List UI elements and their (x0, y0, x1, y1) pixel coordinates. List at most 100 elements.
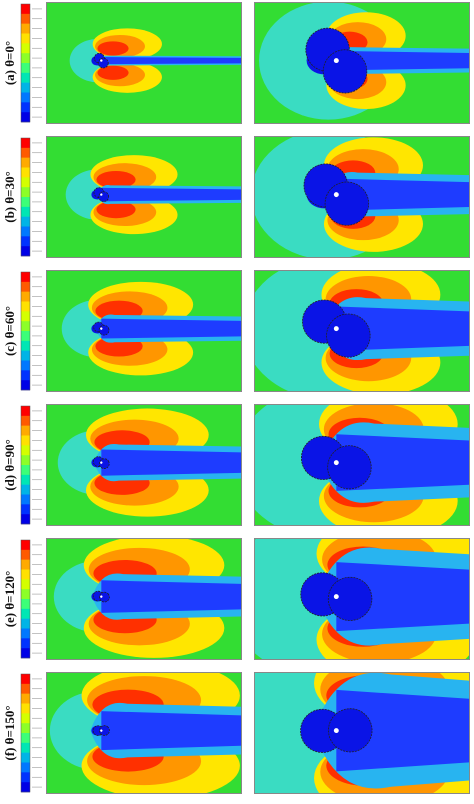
colorbar-swatch (21, 415, 30, 426)
full-field-contour (46, 136, 242, 258)
body-group (302, 299, 371, 358)
zoomed-field-contour (254, 404, 470, 526)
rotor-circle (326, 313, 371, 358)
colorbar-swatch (21, 138, 30, 149)
colorbar-swatch (21, 246, 30, 257)
panel-label: (d) θ=90° (0, 402, 20, 528)
colorbar-swatch (21, 112, 30, 123)
colorbar-swatch (21, 157, 30, 168)
zoomed-field-contour (254, 672, 470, 794)
colorbar-swatch (21, 713, 30, 724)
rotor-center (333, 192, 339, 198)
zoomed-field-contour (254, 538, 470, 660)
colorbar-swatch (21, 206, 30, 217)
colorbar-swatch (21, 380, 30, 391)
wake-core (336, 562, 469, 632)
colorbar-swatch (21, 272, 30, 283)
colorbar-swatch (21, 579, 30, 590)
panel-label: (a) θ=0° (0, 0, 20, 126)
wake-core (101, 57, 241, 65)
colorbar-swatch (21, 72, 30, 83)
colorbar-swatch (21, 236, 30, 247)
panel-label-text: (c) θ=60° (2, 305, 17, 357)
colorbar-swatch (21, 435, 30, 446)
colorbar-swatch (21, 618, 30, 629)
colorbar-swatch (21, 504, 30, 515)
colorbar-swatch (21, 569, 30, 580)
colorbar-swatch (21, 674, 30, 685)
colorbar-swatch (21, 33, 30, 44)
colorbar-swatch (21, 187, 30, 198)
colorbar-swatch (21, 589, 30, 600)
colorbar-swatch (21, 281, 30, 292)
panel-label-text: (b) θ=30° (2, 171, 17, 223)
colorbar-swatch (21, 370, 30, 381)
rotor-center (100, 327, 103, 330)
colorbar-swatch (21, 762, 30, 773)
rotor-circle (327, 445, 372, 490)
colorbar-swatch (21, 406, 30, 417)
colorbar (20, 539, 46, 659)
rotor-center (333, 326, 339, 332)
colorbar-swatch (21, 540, 30, 551)
body-group (303, 163, 370, 226)
rotor-center (333, 460, 339, 466)
colorbar-swatch (21, 360, 30, 371)
wake-core (336, 50, 469, 71)
panel-label: (c) θ=60° (0, 268, 20, 394)
colorbar-swatch (21, 549, 30, 560)
colorbar-swatch (21, 4, 30, 15)
rotor-circle (98, 458, 110, 469)
rotor-circle (99, 725, 110, 736)
panel-label: (e) θ=120° (0, 536, 20, 662)
colorbar-swatch (21, 23, 30, 34)
colorbar-swatch (21, 693, 30, 704)
colorbar-frame (20, 271, 31, 391)
body-group (92, 456, 110, 469)
rotor-center (100, 59, 103, 62)
colorbar (20, 405, 46, 525)
figure-row: (c) θ=60° (0, 268, 474, 394)
colorbar-swatch (21, 167, 30, 178)
panel-label: (f) θ=150° (0, 670, 20, 796)
colorbar (20, 137, 46, 257)
wake-core (101, 711, 241, 751)
colorbar-swatch (21, 723, 30, 734)
colorbar-swatch (21, 43, 30, 54)
colorbar (20, 673, 46, 793)
colorbar-swatch (21, 301, 30, 312)
full-field-contour (46, 404, 242, 526)
colorbar-swatch (21, 321, 30, 332)
wake-core (101, 449, 241, 476)
panel-label-text: (d) θ=90° (2, 439, 17, 491)
colorbar-swatch (21, 13, 30, 24)
colorbar-swatch (21, 53, 30, 64)
colorbar (20, 3, 46, 123)
body-group (305, 27, 368, 94)
figure-row: (b) θ=30° (0, 134, 474, 260)
colorbar-swatch (21, 742, 30, 753)
colorbar-frame (20, 137, 31, 257)
full-field-contour (46, 2, 242, 124)
colorbar-swatch (21, 92, 30, 103)
pressure-lobe (97, 41, 129, 56)
colorbar-swatch (21, 340, 30, 351)
pressure-lobe (96, 200, 136, 219)
rotor-circle (322, 49, 368, 94)
rotor-circle (99, 591, 110, 603)
rotor-center (100, 595, 103, 598)
rotor-circle (328, 708, 373, 753)
colorbar-swatch (21, 703, 30, 714)
zoomed-field-contour (254, 2, 470, 124)
colorbar-swatch (21, 752, 30, 763)
body-group (93, 187, 110, 202)
figure-row: (d) θ=90° (0, 402, 474, 528)
panel-label-text: (e) θ=120° (2, 570, 17, 628)
colorbar-swatch (21, 494, 30, 505)
colorbar-swatch (21, 455, 30, 466)
wake-core (101, 580, 241, 613)
body-group (300, 708, 373, 753)
colorbar-swatch (21, 772, 30, 783)
body-group (92, 590, 110, 603)
colorbar-swatch (21, 216, 30, 227)
